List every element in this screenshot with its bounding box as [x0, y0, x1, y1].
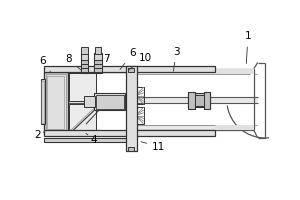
Bar — [188, 92, 195, 109]
Bar — [94, 68, 102, 72]
Text: 6: 6 — [39, 56, 50, 72]
Text: 1: 1 — [244, 31, 251, 64]
Bar — [47, 76, 64, 129]
Bar — [46, 74, 66, 131]
Bar — [81, 68, 88, 72]
Bar — [127, 87, 144, 104]
Bar — [126, 125, 215, 130]
Bar — [215, 125, 254, 130]
Bar — [94, 60, 102, 64]
Bar — [81, 53, 88, 73]
Bar — [128, 68, 134, 72]
Bar — [215, 69, 254, 74]
Bar — [44, 138, 132, 142]
Bar — [44, 72, 68, 133]
Text: 11: 11 — [141, 142, 166, 152]
Bar — [126, 69, 215, 74]
Text: 2: 2 — [34, 130, 44, 140]
Bar — [44, 130, 215, 136]
Bar — [68, 72, 127, 133]
Bar — [41, 81, 44, 123]
Bar — [96, 95, 124, 109]
Text: 8: 8 — [65, 54, 81, 70]
Bar — [126, 66, 137, 151]
Bar — [188, 93, 210, 107]
Bar — [69, 73, 96, 101]
Bar — [40, 79, 45, 124]
Bar — [195, 95, 204, 106]
Text: 6: 6 — [120, 48, 136, 70]
Bar — [81, 47, 88, 54]
Text: 10: 10 — [128, 53, 152, 70]
Text: 4: 4 — [86, 133, 97, 145]
Bar — [94, 64, 102, 68]
Text: 3: 3 — [173, 47, 180, 71]
Bar — [94, 53, 102, 73]
Bar — [85, 96, 95, 107]
Bar — [69, 104, 96, 132]
Bar — [95, 47, 101, 54]
Bar — [128, 68, 135, 150]
Bar — [44, 66, 215, 72]
Bar — [81, 60, 88, 64]
Bar — [94, 93, 125, 110]
Text: 7: 7 — [98, 54, 110, 72]
Bar — [127, 107, 144, 124]
Bar — [81, 64, 88, 68]
Bar — [128, 147, 134, 151]
Bar — [50, 97, 258, 103]
Bar — [204, 92, 210, 109]
